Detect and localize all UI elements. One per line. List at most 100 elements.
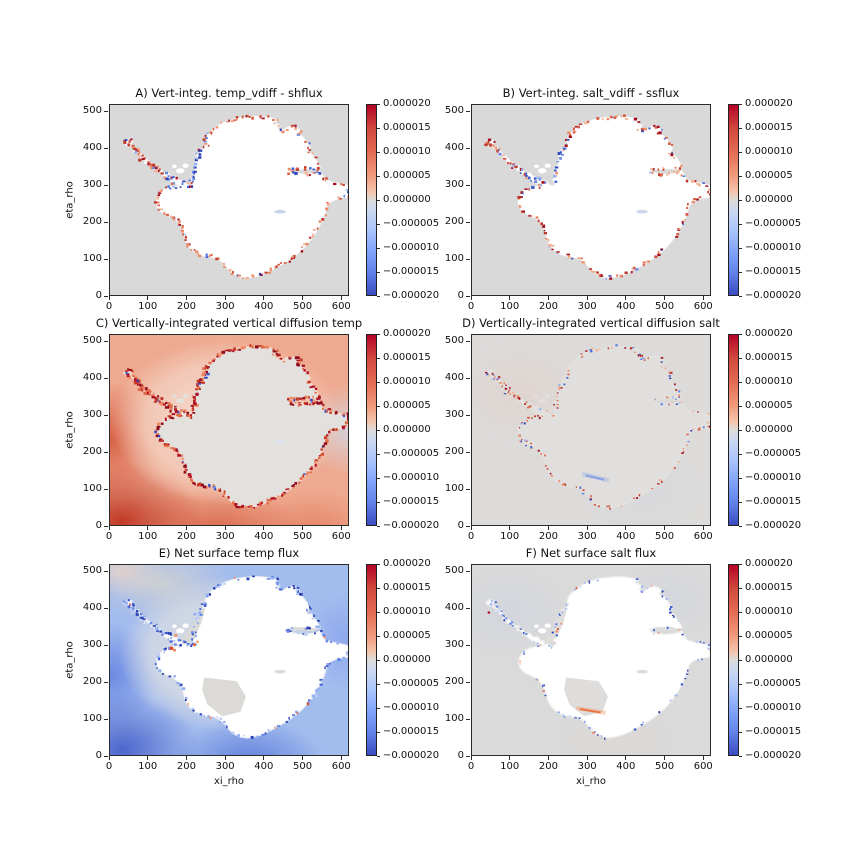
coastal-anomaly-speck (295, 397, 299, 401)
coastal-anomaly-speck (204, 602, 207, 606)
coastal-anomaly-speck (562, 147, 566, 150)
coastal-anomaly-speck (640, 128, 644, 131)
coastal-anomaly-speck (202, 138, 206, 141)
coastal-anomaly-speck (669, 606, 673, 609)
x-ticklabel: 0 (467, 531, 475, 542)
coastal-anomaly-speck (228, 119, 230, 122)
coastal-anomaly-speck (303, 166, 307, 169)
colorbar-ticklabel: 0.000010 (745, 606, 793, 617)
coastal-anomaly-speck (311, 152, 314, 155)
coastal-anomaly-speck (503, 393, 507, 395)
coastal-anomaly-speck (540, 222, 543, 226)
coastal-anomaly-speck (186, 243, 190, 246)
colorbar-ticklabel: −0.000015 (383, 266, 440, 277)
coastal-anomaly-speck (551, 474, 553, 478)
coastal-anomaly-speck (687, 669, 689, 672)
coastal-anomaly-speck (574, 125, 578, 128)
coastal-anomaly-speck (291, 167, 295, 170)
coastal-anomaly-speck (302, 367, 304, 370)
coastal-anomaly-speck (325, 439, 329, 443)
colorbar-ticklabel: −0.000015 (745, 496, 802, 507)
coastal-anomaly-speck (292, 171, 295, 174)
coastal-anomaly-speck (200, 603, 204, 606)
coastal-anomaly-speck (661, 595, 664, 598)
coastal-anomaly-speck (295, 589, 298, 593)
colorbar-ticklabel: 0.000000 (745, 654, 793, 665)
island (534, 164, 539, 169)
coastal-anomaly-speck (492, 378, 496, 380)
coastal-anomaly-speck (697, 411, 699, 413)
coastal-anomaly-speck (191, 638, 194, 640)
coastal-anomaly-speck (311, 399, 315, 402)
antarctica-map-C (122, 344, 348, 510)
coastal-anomaly-speck (660, 357, 664, 359)
coastal-anomaly-speck (686, 444, 688, 447)
coastal-anomaly-speck (217, 488, 221, 491)
coastal-anomaly-speck (178, 220, 181, 223)
coastal-anomaly-speck (666, 174, 669, 176)
coastal-anomaly-speck (557, 152, 561, 155)
coastal-anomaly-speck (641, 357, 645, 359)
coastal-anomaly-speck (314, 387, 318, 390)
coastal-anomaly-speck (169, 409, 172, 413)
coastal-anomaly-speck (193, 613, 197, 616)
x-ticklabel: 600 (693, 301, 713, 312)
colorbar-tickmark (377, 587, 380, 589)
coastal-anomaly-speck (613, 116, 617, 119)
coastal-anomaly-speck (183, 464, 187, 468)
coastal-anomaly-speck (217, 584, 220, 587)
coastal-anomaly-speck (609, 115, 613, 119)
coastal-anomaly-speck (651, 171, 654, 175)
coastal-anomaly-speck (298, 404, 302, 406)
y-ticklabel: 400 (444, 602, 464, 614)
coastal-anomaly-speck (170, 633, 172, 636)
coastal-anomaly-speck (195, 403, 199, 407)
coastal-anomaly-speck (599, 274, 603, 277)
coastal-anomaly-speck (124, 601, 127, 605)
coastal-anomaly-speck (125, 373, 130, 375)
x-tickmark (625, 296, 627, 300)
coastal-anomaly-speck (132, 600, 135, 603)
coastal-anomaly-speck (315, 625, 319, 629)
coastal-anomaly-speck (258, 272, 262, 276)
coastal-anomaly-speck (572, 127, 575, 131)
coastal-anomaly-speck (235, 116, 239, 119)
coastal-anomaly-speck (320, 448, 323, 451)
coastal-anomaly-speck (141, 154, 144, 157)
coastal-anomaly-speck (141, 157, 145, 161)
coastal-anomaly-speck (310, 466, 313, 469)
coastal-anomaly-speck (344, 424, 348, 427)
coastal-anomaly-speck (152, 166, 156, 170)
coastal-anomaly-speck (143, 615, 147, 618)
coastal-anomaly-speck (661, 128, 663, 131)
x-ticklabel: 400 (254, 301, 274, 312)
coastal-anomaly-speck (172, 216, 175, 218)
coastal-anomaly-speck (149, 165, 153, 167)
coastal-anomaly-speck (541, 415, 543, 417)
coastal-anomaly-speck (205, 256, 209, 259)
coastal-anomaly-speck (505, 384, 507, 386)
coastal-anomaly-speck (528, 188, 531, 191)
coastal-anomaly-speck (697, 659, 699, 662)
coastal-anomaly-speck (190, 405, 195, 407)
coastal-anomaly-speck (620, 505, 623, 507)
x-tickmark (470, 756, 472, 760)
coastal-anomaly-speck (165, 213, 170, 216)
coastal-anomaly-speck (186, 244, 189, 248)
coastal-anomaly-speck (549, 472, 552, 475)
y-axis-label: eta_rho (64, 181, 76, 219)
coastal-anomaly-speck (682, 448, 684, 450)
coastal-anomaly-speck (202, 145, 205, 149)
island (534, 624, 539, 629)
y-tickmark (104, 607, 108, 609)
coastal-anomaly-speck (255, 735, 258, 739)
coastal-anomaly-speck (289, 356, 293, 358)
coastal-anomaly-speck (511, 624, 514, 627)
coastal-anomaly-speck (275, 349, 279, 352)
coastal-anomaly-speck (547, 239, 550, 242)
colorbar-ticklabel: 0.000020 (745, 558, 793, 569)
colorbar-tickmark (377, 333, 380, 335)
coastal-anomaly-speck (128, 605, 131, 608)
coastal-anomaly-speck (173, 674, 176, 678)
colorbar-tickmark (377, 295, 380, 297)
